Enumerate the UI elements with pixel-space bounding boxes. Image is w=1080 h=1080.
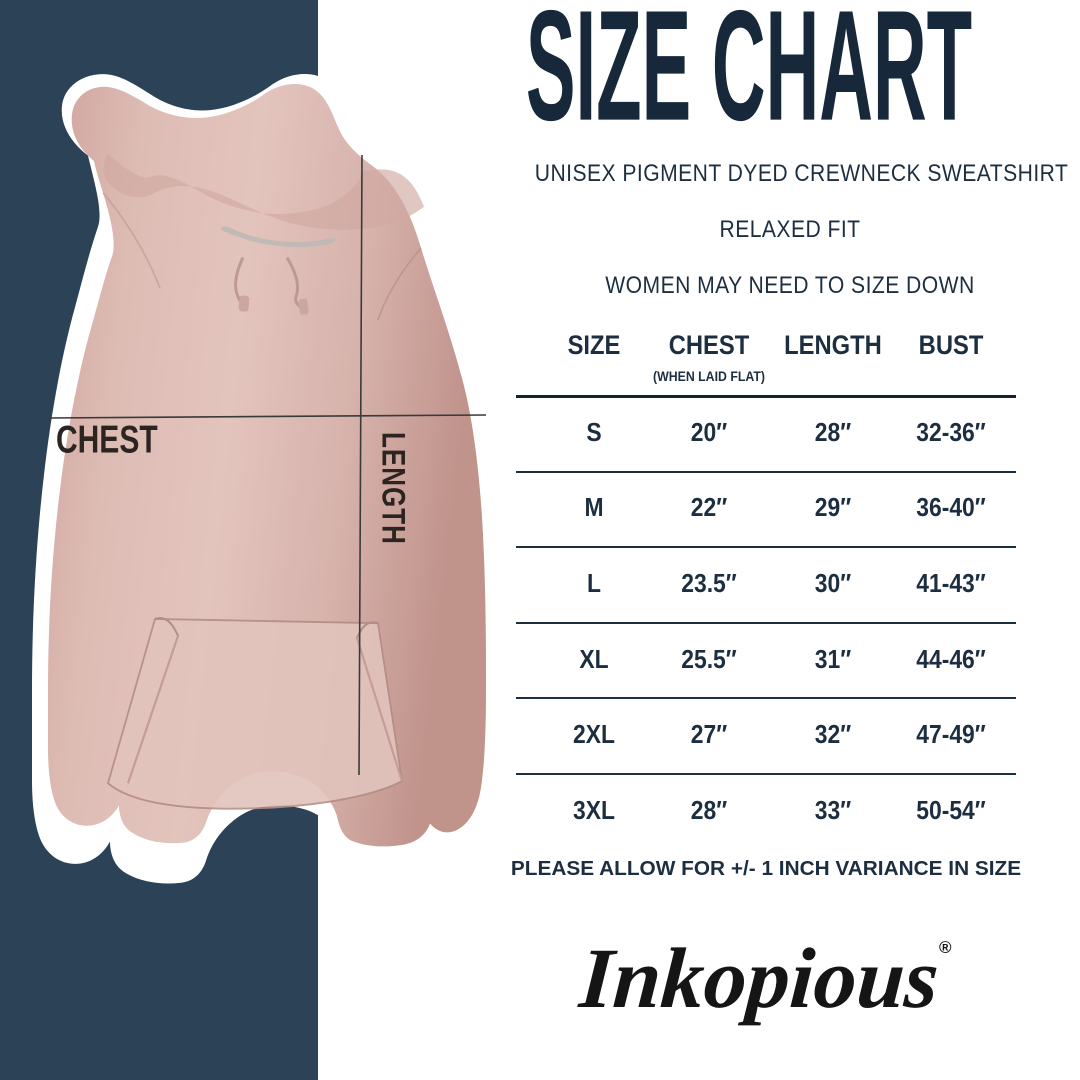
svg-text:LENGTH: LENGTH (375, 432, 411, 545)
svg-text:CHEST: CHEST (56, 419, 158, 462)
